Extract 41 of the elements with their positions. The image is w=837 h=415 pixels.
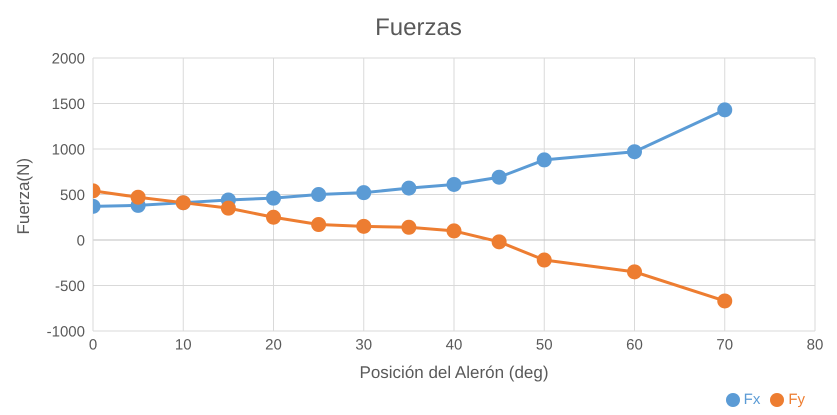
x-tick-label: 50 [536,336,553,354]
x-tick-label: 70 [716,336,734,354]
y-axis-title: Fuerza(N) [14,158,34,234]
x-tick-label: 0 [88,336,98,354]
point [401,180,416,196]
legend-label: Fx [744,391,760,408]
point [492,170,507,185]
point [627,144,642,160]
legend-label: Fy [788,391,805,408]
x-tick-label: 20 [265,336,282,354]
point [130,190,146,205]
x-tick-label: 80 [806,336,824,354]
point [266,210,281,225]
y-tick-label: -500 [54,278,85,295]
point [717,293,732,308]
x-tick-label: 60 [626,336,643,354]
point [536,252,552,268]
x-tick-label: 30 [355,336,372,354]
point [311,217,326,232]
point [446,176,462,192]
point [446,223,462,238]
x-axis-title: Posición del Alerón (deg) [359,363,549,382]
y-tick-label: -1000 [46,323,85,340]
point [356,218,372,234]
point [627,264,642,280]
chart-title: Fuerzas [374,13,463,43]
point [220,200,236,216]
point [266,190,281,206]
point [536,152,552,168]
y-tick-label: 0 [76,232,85,250]
y-tick-label: 2000 [52,50,85,68]
x-tick-label: 40 [446,336,462,354]
point [356,185,372,200]
y-tick-label: 1500 [52,96,85,113]
point [492,234,507,250]
point [311,187,326,202]
y-tick-label: 500 [60,186,85,204]
x-tick-label: 10 [174,336,192,354]
y-tick-label: 1000 [52,141,85,158]
point [717,102,732,118]
point [401,220,416,235]
